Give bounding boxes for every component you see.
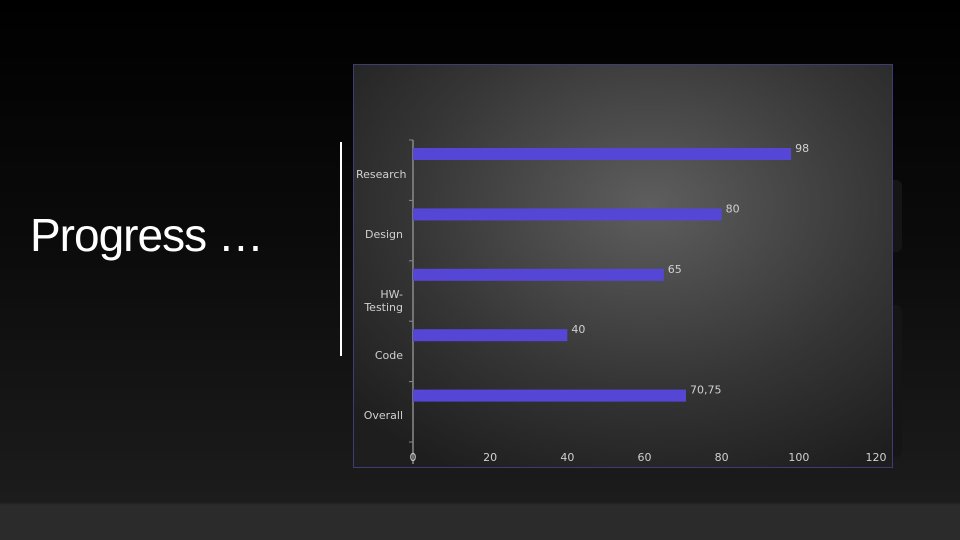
bar bbox=[413, 208, 722, 221]
value-label: 65 bbox=[668, 263, 682, 276]
category-label: Overall bbox=[363, 409, 403, 423]
value-label: 98 bbox=[795, 142, 809, 155]
value-label: 70,75 bbox=[690, 384, 722, 397]
category-label: Code bbox=[374, 348, 403, 362]
bar bbox=[413, 268, 664, 281]
x-tick-label: 100 bbox=[788, 451, 809, 464]
slide-title: Progress … bbox=[30, 209, 264, 261]
x-tick-label: 20 bbox=[483, 451, 497, 464]
category-label: HW-Testing bbox=[364, 287, 403, 314]
plot-frame bbox=[353, 64, 893, 468]
bar bbox=[413, 389, 686, 402]
category-label: Research bbox=[356, 167, 407, 181]
x-tick-label: 0 bbox=[410, 451, 417, 464]
x-tick-label: 80 bbox=[715, 451, 729, 464]
x-tick-label: 60 bbox=[638, 451, 652, 464]
value-label: 40 bbox=[571, 323, 585, 336]
x-tick-label: 40 bbox=[560, 451, 574, 464]
bar bbox=[413, 148, 792, 160]
x-tick-label: 120 bbox=[866, 451, 887, 464]
category-label: Design bbox=[365, 227, 403, 241]
value-label: 80 bbox=[726, 202, 740, 215]
bar bbox=[413, 329, 568, 342]
